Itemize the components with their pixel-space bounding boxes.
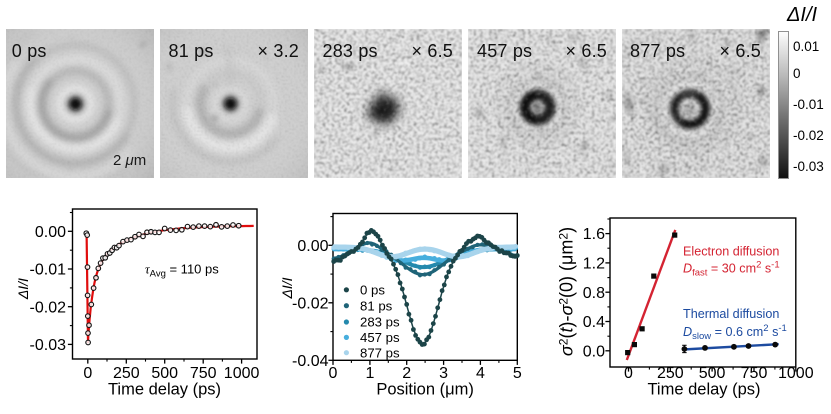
svg-text:Time delay (ps): Time delay (ps) — [108, 380, 221, 398]
svg-text:1.2: 1.2 — [583, 256, 605, 273]
svg-text:750: 750 — [741, 365, 768, 382]
svg-text:0.00: 0.00 — [35, 224, 66, 241]
svg-text:0.8: 0.8 — [583, 285, 605, 302]
svg-text:0.0: 0.0 — [583, 343, 605, 360]
svg-text:1.6: 1.6 — [583, 226, 605, 243]
svg-text:Position (μm): Position (μm) — [376, 380, 474, 398]
svg-text:1000: 1000 — [778, 365, 814, 382]
svg-text:τAvg = 110 ps: τAvg = 110 ps — [145, 262, 219, 280]
svg-text:250: 250 — [113, 365, 140, 382]
svg-text:4: 4 — [476, 365, 485, 382]
svg-text:0.4: 0.4 — [583, 314, 605, 331]
svg-text:σ2(t)-σ2(0) (μm2): σ2(t)-σ2(0) (μm2) — [557, 227, 577, 356]
svg-text:0: 0 — [624, 365, 633, 382]
svg-text:-0.03: -0.03 — [30, 337, 67, 354]
svg-text:ΔI/I: ΔI/I — [15, 278, 31, 300]
svg-text:500: 500 — [151, 365, 178, 382]
svg-text:500: 500 — [699, 365, 726, 382]
svg-text:-0.04: -0.04 — [292, 353, 329, 370]
svg-text:1000: 1000 — [224, 365, 260, 382]
svg-text:2: 2 — [402, 365, 411, 382]
svg-text:3: 3 — [439, 365, 448, 382]
svg-text:81 ps: 81 ps — [360, 298, 393, 313]
svg-text:0 ps: 0 ps — [360, 282, 385, 297]
svg-text:0: 0 — [83, 365, 92, 382]
svg-text:5: 5 — [513, 365, 522, 382]
svg-text:Dfast = 30 cm2 s-1: Dfast = 30 cm2 s-1 — [683, 260, 780, 279]
svg-text:0: 0 — [329, 365, 338, 382]
svg-text:283 ps: 283 ps — [360, 315, 400, 330]
svg-text:Dslow = 0.6 cm2 s-1: Dslow = 0.6 cm2 s-1 — [683, 323, 787, 342]
svg-text:Thermal diffusion: Thermal diffusion — [683, 307, 779, 321]
svg-text:750: 750 — [190, 365, 217, 382]
svg-text:-0.01: -0.01 — [30, 262, 67, 279]
svg-text:0.00: 0.00 — [297, 238, 328, 255]
svg-text:Electron diffusion: Electron diffusion — [683, 245, 779, 259]
svg-text:1: 1 — [365, 365, 374, 382]
svg-text:877 ps: 877 ps — [360, 345, 400, 360]
svg-text:Time delay (ps): Time delay (ps) — [647, 380, 760, 398]
svg-text:-0.02: -0.02 — [30, 299, 67, 316]
svg-text:250: 250 — [657, 365, 684, 382]
svg-text:457 ps: 457 ps — [360, 330, 400, 345]
svg-text:ΔI/I: ΔI/I — [279, 277, 295, 299]
svg-text:-0.02: -0.02 — [292, 295, 329, 312]
